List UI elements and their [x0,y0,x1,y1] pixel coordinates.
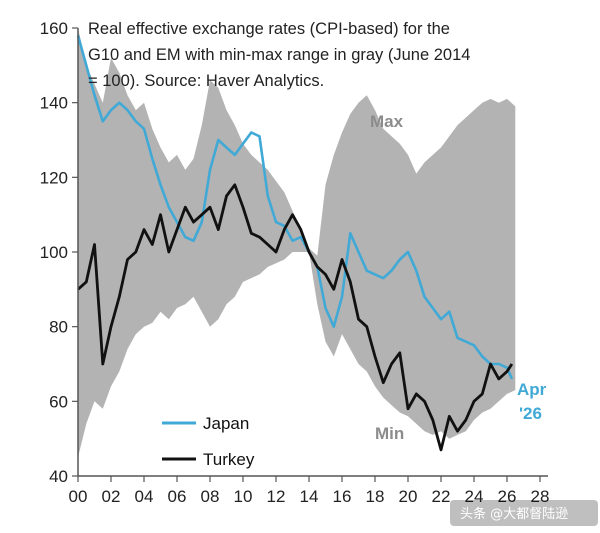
japan-series-line [76,35,514,380]
x-tick-label: 22 [432,487,451,506]
x-tick-label: 04 [135,487,154,506]
y-tick-label: 40 [49,467,68,486]
x-tick-label: 10 [234,487,253,506]
legend-label-turkey: Turkey [203,450,255,469]
end-date-annotation-month: Apr [517,380,547,399]
min-max-range-band [78,28,516,458]
watermark-backdrop [450,500,598,526]
x-tick-label: 20 [399,487,418,506]
max-annotation: Max [370,112,404,131]
watermark-text: 头条 @大都督陆逊 [460,506,568,522]
y-tick-label: 120 [40,168,68,187]
x-tick-label: 28 [531,487,550,506]
turkey-series-line [77,183,514,452]
chart-title-line-2: G10 and EM with min-max range in gray (J… [88,46,470,64]
y-tick-label: 100 [40,243,68,262]
x-tick-label: 06 [168,487,187,506]
y-tick-label: 60 [49,392,68,411]
x-axis-ticks: 00 02 04 06 08 10 12 14 16 18 20 22 24 26 28 [69,476,550,506]
x-tick-label: 14 [300,487,319,506]
chart-title-line-1: Real effective exchange rates (CPI-based… [88,20,450,38]
x-tick-label: 24 [465,487,484,506]
chart-title-line-3: = 100). Source: Haver Analytics. [88,72,324,90]
legend: Japan Turkey [162,414,255,469]
x-tick-label: 00 [69,487,88,506]
y-axis-ticks: 40 60 80 100 120 140 160 [40,19,78,486]
x-tick-label: 08 [201,487,220,506]
end-date-annotation-year: '26 [519,404,542,423]
x-tick-label: 16 [333,487,352,506]
y-tick-label: 80 [49,318,68,337]
x-tick-label: 18 [366,487,385,506]
x-tick-label: 12 [267,487,286,506]
y-tick-label: 160 [40,19,68,38]
watermark: 头条 @大都督陆逊 [450,500,598,526]
legend-label-japan: Japan [203,414,249,433]
min-annotation: Min [375,424,404,443]
x-tick-label: 02 [102,487,121,506]
y-tick-label: 140 [40,94,68,113]
x-tick-label: 26 [498,487,517,506]
